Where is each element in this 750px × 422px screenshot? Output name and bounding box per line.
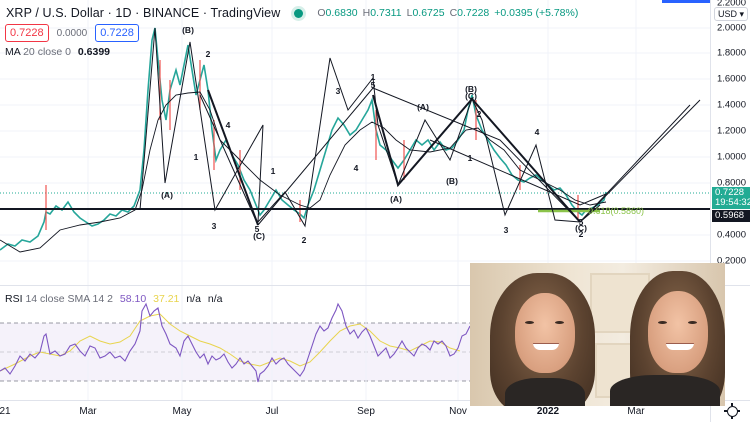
currency-selector[interactable]: USD ▾	[714, 7, 748, 21]
webcam-overlay	[470, 263, 725, 406]
ohlc-values: O0.6830 H0.7311 L0.6725 C0.7228 +0.0395 …	[317, 7, 579, 19]
spread-value: 0.0000	[56, 27, 88, 39]
wave-label: 1	[467, 153, 473, 163]
price-tick: 1.8000	[716, 47, 746, 59]
sell-button[interactable]: 0.7228	[5, 24, 49, 42]
time-label: Jul	[265, 406, 279, 417]
close-value: 0.7228	[457, 7, 490, 19]
wave-label: 4	[534, 127, 540, 137]
wave-label: 3	[335, 86, 341, 96]
time-label: May	[172, 406, 192, 417]
rsi-value: 58.10	[119, 293, 147, 305]
fib-level-label: 0.618(0.5860)	[588, 206, 645, 216]
time-label: Mar	[627, 406, 645, 417]
change-value: +0.0395 (+5.78%)	[494, 7, 579, 19]
wave-label: 2	[205, 49, 211, 59]
horizontal-line-price-tag: 0.5968	[712, 210, 750, 222]
price-tick: 1.4000	[716, 99, 746, 111]
wave-label: 1	[193, 152, 199, 162]
wave-label: 1	[270, 166, 276, 176]
wave-label: (A)	[417, 102, 429, 112]
buy-button[interactable]: 0.7228	[95, 24, 139, 42]
wave-label: 3	[211, 221, 217, 231]
price-axis[interactable]: 2.2000 USD ▾ 2.0000 1.8000 1.6000 1.4000…	[710, 0, 750, 285]
wave-label: (B)	[182, 25, 194, 35]
bar-countdown: 19:54:32	[715, 197, 750, 208]
wave-label: 5	[254, 224, 260, 234]
time-label: Mar	[79, 406, 97, 417]
price-tick: 2.2000	[716, 0, 746, 9]
rsi-sma-value: 37.21	[153, 293, 180, 305]
wave-label: 4	[353, 163, 359, 173]
price-chart-canvas	[0, 0, 710, 285]
price-tick: 0.4000	[716, 229, 746, 241]
ma-params: 20 close 0	[23, 46, 71, 58]
price-pane[interactable]: XRP / U.S. Dollar · 1D · BINANCE · Tradi…	[0, 0, 710, 285]
high-value: 0.7311	[370, 7, 402, 19]
rsi-na-1: n/a	[186, 293, 201, 305]
wave-label: 1	[370, 72, 376, 82]
ma-name: MA	[5, 46, 21, 58]
wave-label: 4	[225, 120, 231, 130]
rsi-na-2: n/a	[207, 293, 223, 305]
price-tick: 1.0000	[716, 151, 746, 163]
rsi-name: RSI	[5, 293, 23, 305]
wave-label: 5	[578, 217, 584, 227]
low-value: 0.6725	[412, 7, 445, 19]
rsi-params: 14 close SMA 14 2	[25, 293, 113, 305]
price-tick: 1.6000	[716, 73, 746, 85]
chevron-down-icon: ▾	[739, 9, 745, 19]
symbol-legend[interactable]: XRP / U.S. Dollar · 1D · BINANCE · Tradi…	[6, 6, 578, 20]
wave-label: (C)	[253, 231, 265, 241]
wave-label: (C)	[465, 91, 477, 101]
open-value: 0.6830	[325, 7, 358, 19]
price-tick: 2.0000	[716, 22, 746, 34]
wave-label: (B)	[446, 176, 458, 186]
time-label: Nov	[449, 406, 467, 417]
ma-value: 0.6399	[77, 46, 111, 58]
buy-sell-panel: 0.7228 0.0000 0.7228	[5, 24, 139, 42]
ma-indicator-legend[interactable]: MA 20 close 0 0.6399	[5, 46, 110, 58]
wave-label: 5	[370, 80, 376, 90]
wave-label: (A)	[161, 190, 173, 200]
wave-label: (C)	[575, 223, 587, 233]
wave-label: 2	[578, 229, 584, 239]
wave-label: 2	[476, 109, 482, 119]
price-tick: 1.2000	[716, 125, 746, 137]
symbol-title[interactable]: XRP / U.S. Dollar · 1D · BINANCE · Tradi…	[6, 6, 281, 20]
market-open-status-icon	[294, 8, 304, 18]
wave-label: 2	[301, 235, 307, 245]
time-label: 2022	[536, 406, 560, 417]
selection-indicator	[662, 0, 710, 3]
wave-label: (A)	[390, 194, 402, 204]
gear-icon	[724, 403, 740, 419]
price-tick: 0.2000	[716, 255, 746, 267]
wave-label: 3	[503, 225, 509, 235]
rsi-indicator-legend[interactable]: RSI 14 close SMA 14 2 58.10 37.21 n/a n/…	[5, 293, 222, 305]
current-price-tag: 0.7228 19:54:32	[712, 187, 750, 209]
wave-label: (B)	[465, 84, 477, 94]
time-label: Sep	[357, 406, 375, 417]
time-label: 21	[0, 406, 11, 417]
price-tick: 0.8000	[716, 177, 746, 189]
